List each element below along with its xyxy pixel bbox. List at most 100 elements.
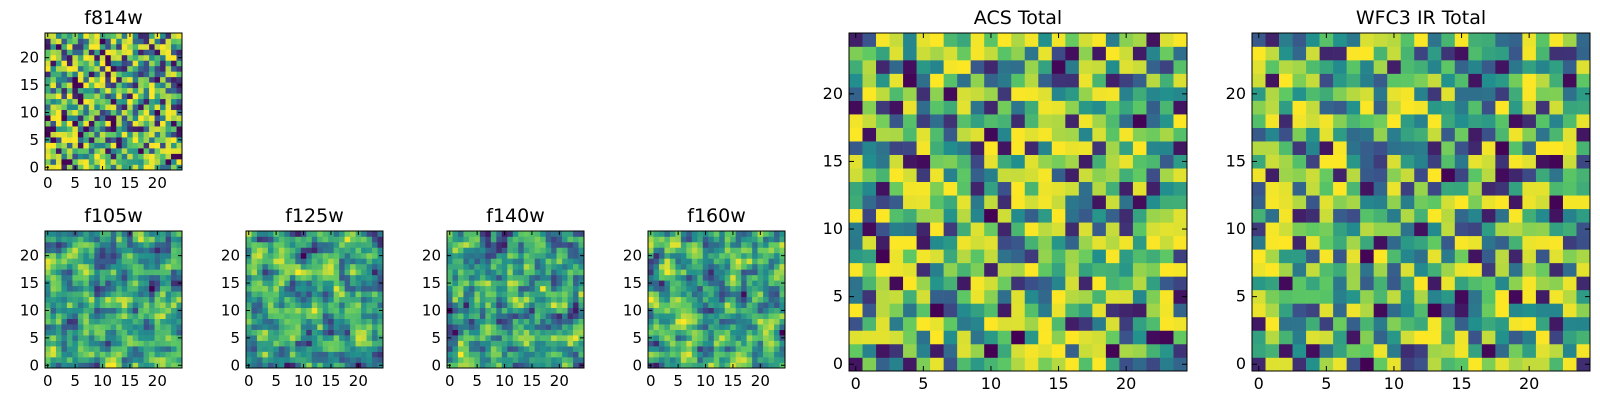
heatmap-cell bbox=[105, 82, 112, 89]
heatmap-cell bbox=[295, 269, 302, 276]
heatmap-cell bbox=[501, 307, 508, 314]
heatmap-cell bbox=[930, 114, 944, 128]
heatmap-cell bbox=[523, 335, 530, 341]
heatmap-cell bbox=[328, 263, 334, 270]
heatmap-cell bbox=[262, 357, 269, 363]
heatmap-cell bbox=[724, 318, 731, 325]
heatmap-cell bbox=[267, 247, 274, 254]
heatmap-cell bbox=[1454, 181, 1469, 196]
heatmap-cell bbox=[1333, 87, 1347, 101]
heatmap-cell bbox=[1306, 343, 1320, 358]
heatmap-cell bbox=[149, 82, 155, 89]
heatmap-cell bbox=[138, 335, 144, 341]
heatmap-cell bbox=[757, 274, 764, 281]
heatmap-cell bbox=[573, 357, 579, 363]
heatmap-cell bbox=[757, 236, 764, 243]
heatmap-cell bbox=[1495, 235, 1510, 250]
heatmap-cell bbox=[127, 104, 133, 111]
heatmap-cell bbox=[763, 340, 769, 347]
heatmap-cell bbox=[72, 285, 79, 292]
heatmap-cell bbox=[752, 362, 758, 369]
heatmap-cell bbox=[713, 346, 720, 352]
heatmap-cell bbox=[50, 252, 57, 259]
heatmap-cell bbox=[1549, 168, 1564, 183]
heatmap-cell bbox=[943, 208, 958, 223]
heatmap-cell bbox=[490, 280, 497, 287]
heatmap-cell bbox=[355, 307, 362, 314]
heatmap-cell bbox=[160, 82, 166, 89]
heatmap-cell bbox=[132, 296, 139, 303]
heatmap-cell bbox=[556, 340, 563, 347]
heatmap-cell bbox=[1454, 330, 1469, 345]
heatmap-cell bbox=[1468, 114, 1483, 128]
heatmap-cell bbox=[149, 65, 155, 72]
heatmap-cell bbox=[1119, 357, 1134, 372]
heatmap-cell bbox=[1400, 357, 1415, 372]
heatmap-cell bbox=[540, 274, 546, 281]
heatmap-cell bbox=[262, 302, 269, 309]
heatmap-cell bbox=[1119, 235, 1134, 250]
heatmap-cell bbox=[1333, 141, 1347, 155]
heatmap-cell bbox=[540, 346, 546, 352]
heatmap-cell bbox=[1173, 316, 1188, 331]
heatmap-cell bbox=[1065, 114, 1080, 128]
heatmap-cell bbox=[1252, 100, 1266, 115]
heatmap-cell bbox=[138, 302, 144, 309]
x-tick-label: 5 bbox=[70, 174, 80, 192]
heatmap-cell bbox=[160, 49, 166, 56]
heatmap-cell bbox=[127, 269, 133, 276]
heatmap-cell bbox=[1265, 87, 1280, 101]
heatmap-cell bbox=[50, 153, 57, 160]
heatmap-cell bbox=[77, 231, 84, 237]
heatmap-cell bbox=[322, 335, 329, 341]
heatmap-cell bbox=[77, 82, 84, 89]
heatmap-cell bbox=[741, 274, 747, 281]
heatmap-cell bbox=[512, 302, 519, 309]
heatmap-cell bbox=[311, 357, 318, 363]
heatmap-cell bbox=[116, 285, 123, 292]
heatmap-cell bbox=[943, 276, 958, 291]
heatmap-cell bbox=[1051, 303, 1066, 318]
heatmap-cell bbox=[350, 318, 356, 325]
heatmap-cell bbox=[1065, 46, 1080, 61]
heatmap-cell bbox=[768, 307, 775, 314]
heatmap-cell bbox=[1441, 222, 1456, 237]
heatmap-cell bbox=[545, 357, 552, 363]
heatmap-cell bbox=[468, 269, 475, 276]
heatmap-cell bbox=[1481, 141, 1496, 155]
heatmap-cell bbox=[1522, 343, 1537, 358]
heatmap-cell bbox=[779, 285, 786, 292]
heatmap-cell bbox=[361, 252, 367, 259]
heatmap-cell bbox=[774, 335, 780, 341]
heatmap-cell bbox=[1346, 343, 1361, 358]
heatmap-cell bbox=[1508, 33, 1523, 47]
heatmap-cell bbox=[1146, 276, 1161, 291]
heatmap-cell bbox=[1119, 330, 1134, 345]
heatmap-cell bbox=[110, 148, 117, 154]
heatmap-cell bbox=[779, 357, 786, 363]
heatmap-cell bbox=[691, 302, 698, 309]
heatmap-cell bbox=[653, 274, 660, 281]
y-tick-label: 0 bbox=[29, 356, 39, 374]
heatmap-cell bbox=[176, 43, 183, 50]
heatmap-cell bbox=[1522, 276, 1537, 291]
heatmap-cell bbox=[1360, 208, 1374, 223]
heatmap-cell bbox=[997, 46, 1012, 61]
heatmap-cell bbox=[496, 247, 503, 254]
heatmap-cell bbox=[77, 153, 84, 160]
heatmap-cell bbox=[110, 247, 117, 254]
heatmap-cell bbox=[1132, 181, 1147, 196]
heatmap-cell bbox=[1279, 208, 1293, 223]
heatmap-cell bbox=[154, 131, 161, 138]
heatmap-cell bbox=[1373, 141, 1388, 155]
heatmap-cell bbox=[138, 263, 144, 270]
heatmap-cell bbox=[930, 195, 944, 210]
heatmap-cell bbox=[1468, 222, 1483, 237]
heatmap-cell bbox=[322, 324, 329, 330]
heatmap-cell bbox=[1373, 87, 1388, 101]
heatmap-cell bbox=[328, 296, 334, 303]
heatmap-cell bbox=[540, 247, 546, 254]
heatmap-cell bbox=[1387, 208, 1402, 223]
heatmap-cell bbox=[94, 296, 101, 303]
